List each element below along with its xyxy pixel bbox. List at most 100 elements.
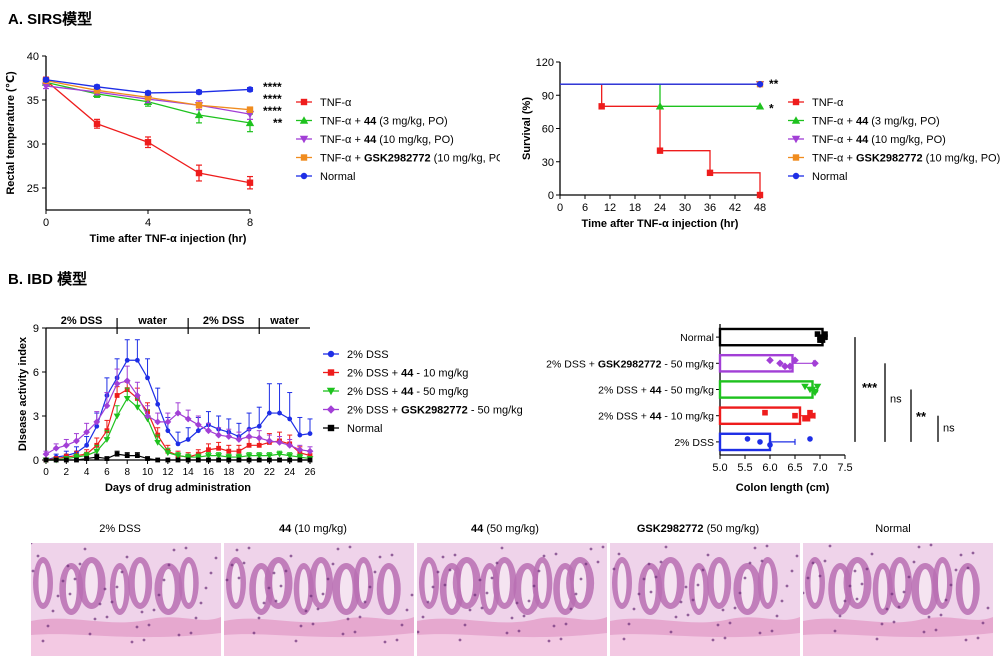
dai-data-point — [62, 441, 70, 449]
dai-data-point — [235, 436, 243, 443]
tissue-crypt-lumen — [115, 569, 125, 609]
tissue-nucleus — [331, 562, 335, 566]
dai-data-point — [236, 448, 242, 454]
tissue-nucleus — [753, 546, 757, 550]
dai-data-point — [235, 454, 243, 461]
dai-x-tick-label: 22 — [264, 467, 276, 478]
dai-y-tick-label: 0 — [33, 455, 39, 467]
colon-x-axis-title: Colon length (cm) — [736, 482, 830, 494]
tissue-crypt-lumen — [184, 563, 194, 603]
colon-data-point — [767, 442, 773, 448]
tissue-nucleus — [569, 607, 573, 611]
tissue-crypt-lumen — [521, 569, 534, 609]
surv-legend-label: TNF-α + 44 (10 mg/kg, PO) — [812, 134, 946, 146]
surv-y-tick-label: 120 — [536, 57, 554, 69]
dai-data-point — [194, 421, 202, 429]
tissue-crypt-lumen — [834, 569, 846, 609]
tissue-crypt-lumen — [85, 563, 98, 603]
dai-data-point — [184, 454, 192, 461]
surv-data-point — [755, 102, 765, 110]
dai-data-point — [307, 431, 313, 436]
dai-data-point — [134, 453, 140, 458]
temp-legend-label: TNF-α + 44 (10 mg/kg, PO) — [320, 134, 454, 146]
tissue-nucleus — [647, 562, 651, 566]
tissue-nucleus — [765, 544, 769, 548]
dai-data-point — [73, 454, 80, 461]
dai-data-point — [114, 451, 120, 457]
dai-legend-marker — [326, 405, 336, 414]
tissue-nucleus — [41, 639, 45, 643]
histology-label-gsk-bold: GSK2982772 — [636, 523, 704, 535]
tissue-crypt-lumen — [460, 563, 474, 603]
tissue-nucleus — [500, 546, 504, 550]
temp-significance-label: **** — [263, 80, 282, 94]
tissue-crypt-lumen — [272, 563, 285, 603]
dai-data-point — [205, 453, 212, 459]
dai-y-tick-label: 3 — [33, 411, 39, 423]
tissue-nucleus — [944, 598, 948, 602]
temp-data-point — [246, 106, 254, 113]
temp-x-tick-label: 0 — [43, 217, 49, 229]
tissue-nucleus — [811, 561, 815, 565]
temp-significance-label: **** — [263, 92, 282, 106]
tissue-nucleus — [140, 610, 144, 614]
tissue-crypt-lumen — [851, 563, 864, 603]
dai-data-point — [245, 453, 253, 459]
temp-data-point — [41, 82, 51, 91]
tissue-nucleus — [135, 625, 139, 629]
tissue-nucleus — [480, 606, 484, 610]
surv-x-tick-label: 24 — [654, 202, 666, 214]
tissue-nucleus — [966, 566, 970, 570]
dai-data-point — [205, 427, 212, 435]
tissue-nucleus — [542, 554, 546, 558]
tissue-crypt-lumen — [383, 569, 395, 609]
tissue-nucleus — [738, 591, 742, 595]
dai-data-point — [165, 428, 171, 434]
histology-label-dss-text: 2% DSS — [99, 523, 141, 535]
tissue-nucleus — [341, 632, 345, 636]
histology-label-44-10-text: (10 mg/kg) — [291, 523, 347, 535]
tissue-nucleus — [679, 600, 683, 604]
tissue-nucleus — [785, 584, 789, 588]
temp-legend-label: Normal — [320, 171, 355, 183]
section-a-title: A. SIRS模型 — [8, 8, 92, 29]
dai-data-point — [53, 457, 59, 463]
tissue-crypt-lumen — [810, 563, 820, 603]
colon-x-tick-label: 7.5 — [837, 462, 852, 474]
temp-legend-marker — [299, 116, 309, 124]
tissue-nucleus — [453, 553, 457, 557]
tissue-nucleus — [897, 605, 901, 609]
tissue-nucleus — [68, 592, 72, 596]
tissue-nucleus — [527, 599, 531, 603]
tissue-serosa — [610, 633, 800, 656]
tissue-nucleus — [855, 597, 859, 601]
tissue-nucleus — [400, 623, 404, 627]
tissue-nucleus — [204, 586, 208, 590]
dai-data-point — [256, 457, 262, 463]
tissue-nucleus — [309, 594, 313, 598]
dai-x-axis-title: Days of drug administration — [105, 482, 251, 494]
dai-legend-marker — [326, 387, 336, 396]
dai-x-tick-label: 4 — [84, 467, 90, 478]
tissue-serosa — [417, 633, 607, 656]
dai-x-tick-label: 16 — [203, 467, 215, 478]
tissue-crypt-lumen — [315, 563, 327, 603]
tissue-nucleus — [696, 583, 700, 587]
colon-data-point — [807, 436, 813, 442]
dai-data-point — [42, 450, 50, 458]
tissue-nucleus — [870, 552, 874, 556]
tissue-nucleus — [199, 601, 203, 605]
tissue-nucleus — [579, 577, 583, 581]
tissue-nucleus — [410, 593, 414, 597]
dai-data-point — [52, 444, 60, 452]
dai-data-point — [114, 393, 120, 398]
tissue-nucleus — [632, 607, 636, 611]
dai-data-point — [103, 437, 111, 443]
tissue-nucleus — [448, 568, 452, 572]
tissue-crypt-lumen — [134, 563, 146, 603]
dai-data-point — [245, 433, 253, 440]
tissue-nucleus — [225, 578, 229, 582]
dai-data-point — [215, 431, 223, 439]
surv-data-point — [655, 102, 665, 110]
